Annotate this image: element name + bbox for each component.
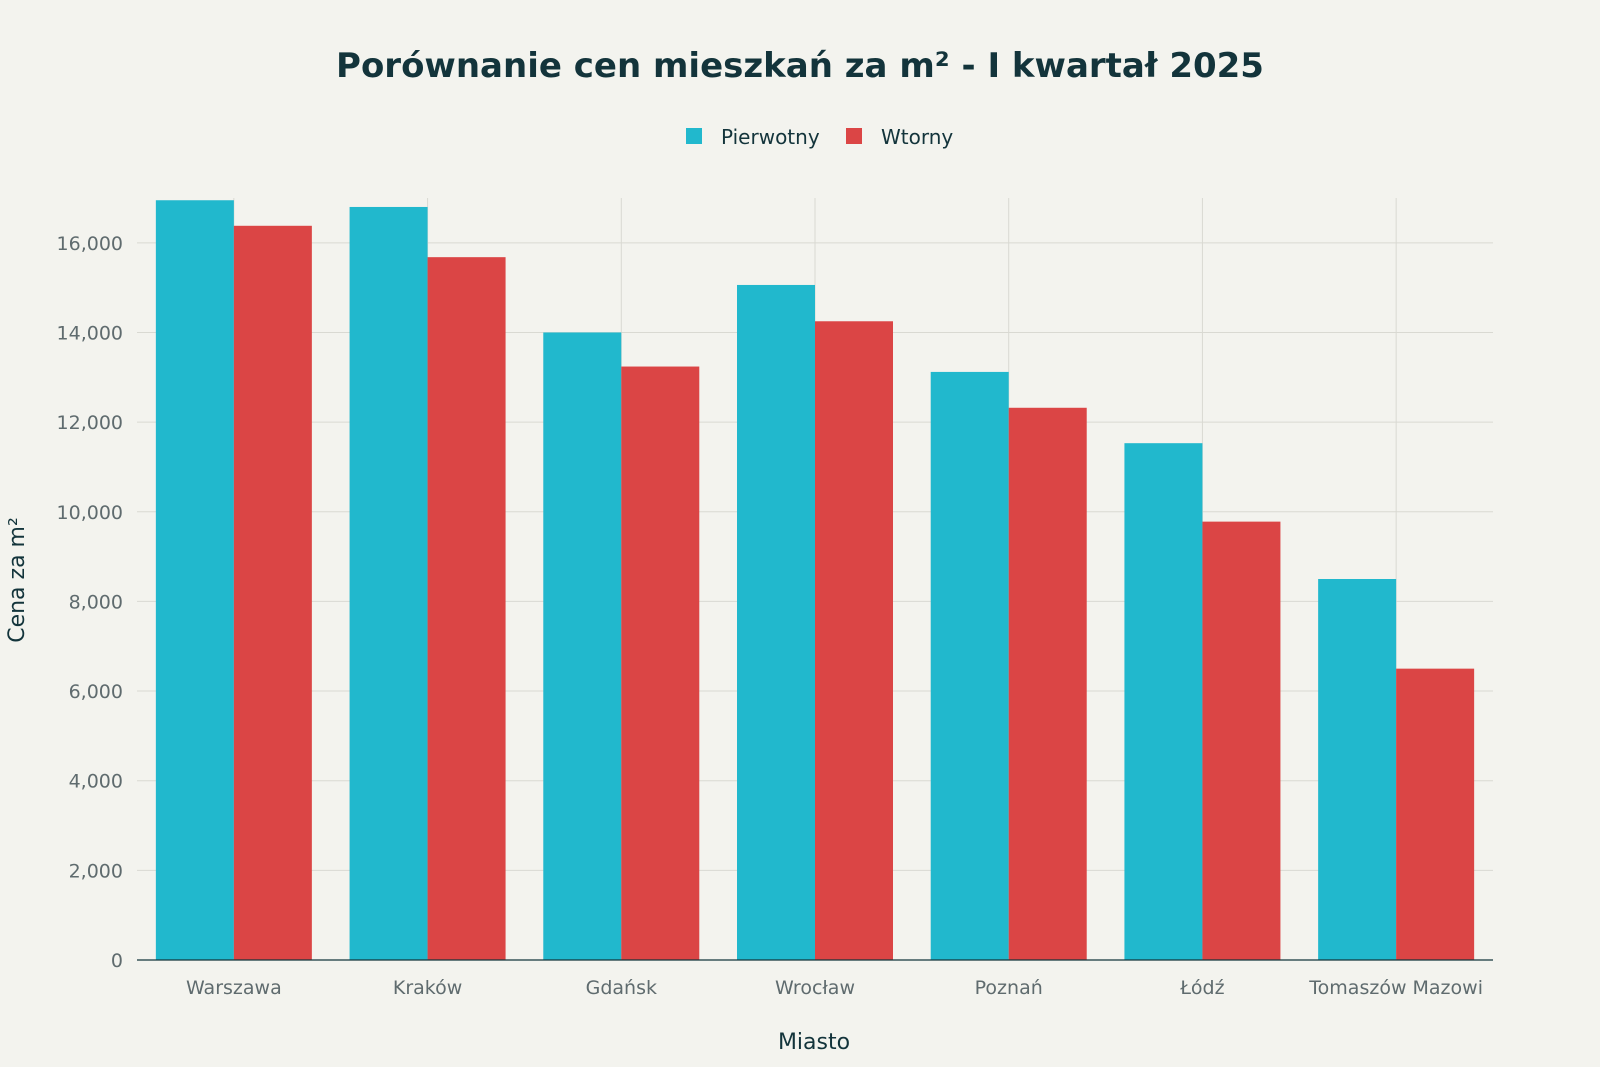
bar-pierwotny-3 bbox=[737, 284, 815, 960]
x-tick-label: Łódź bbox=[1179, 977, 1224, 999]
legend-swatch-pierwotny bbox=[686, 128, 702, 144]
bar-pierwotny-4 bbox=[930, 371, 1009, 960]
bar-pierwotny-0 bbox=[155, 200, 234, 960]
y-tick-label: 10,000 bbox=[57, 502, 123, 524]
chart-title: Porównanie cen mieszkań za m² - I kwarta… bbox=[336, 46, 1264, 86]
y-tick-label: 4,000 bbox=[69, 771, 123, 793]
bar-pierwotny-6 bbox=[1318, 579, 1397, 960]
x-tick-label: Warszawa bbox=[186, 977, 282, 999]
y-tick-label: 12,000 bbox=[57, 412, 123, 434]
axis-layer: 0 2,000 4,000 6,000 8,000 10,000 12,000 14,000 1… bbox=[57, 233, 1493, 999]
legend-label-pierwotny: Pierwotny bbox=[721, 125, 820, 149]
x-tick-label: Tomaszów Mazowi bbox=[1308, 977, 1483, 999]
y-tick-label: 2,000 bbox=[69, 860, 123, 882]
bars-layer bbox=[155, 200, 1475, 960]
bar-pierwotny-1 bbox=[349, 206, 428, 960]
x-tick-label: Gdańsk bbox=[586, 977, 657, 999]
bar-wtorny-0 bbox=[233, 225, 312, 960]
bar-wtorny-5 bbox=[1202, 521, 1281, 960]
y-tick-label: 14,000 bbox=[57, 322, 123, 344]
bar-wtorny-2 bbox=[621, 366, 700, 960]
legend-swatch-wtorny bbox=[846, 128, 862, 144]
y-tick-label: 16,000 bbox=[57, 233, 123, 255]
bar-wtorny-4 bbox=[1008, 407, 1087, 960]
legend-label-wtorny: Wtorny bbox=[881, 125, 953, 149]
bar-wtorny-1 bbox=[427, 257, 506, 960]
bar-pierwotny-2 bbox=[543, 332, 622, 960]
bar-wtorny-3 bbox=[815, 321, 893, 960]
x-tick-label: Kraków bbox=[393, 977, 462, 999]
y-tick-label: 0 bbox=[111, 950, 123, 972]
bar-wtorny-6 bbox=[1396, 668, 1475, 960]
legend: Pierwotny Wtorny bbox=[686, 125, 953, 149]
x-axis-title: Miasto bbox=[778, 1030, 850, 1055]
x-tick-label: Poznań bbox=[975, 977, 1043, 999]
y-tick-label: 6,000 bbox=[69, 681, 123, 703]
x-tick-label: Wrocław bbox=[775, 977, 855, 999]
y-axis-title: Cena za m² bbox=[5, 517, 30, 643]
bar-pierwotny-5 bbox=[1124, 443, 1203, 960]
y-tick-label: 8,000 bbox=[69, 591, 123, 613]
